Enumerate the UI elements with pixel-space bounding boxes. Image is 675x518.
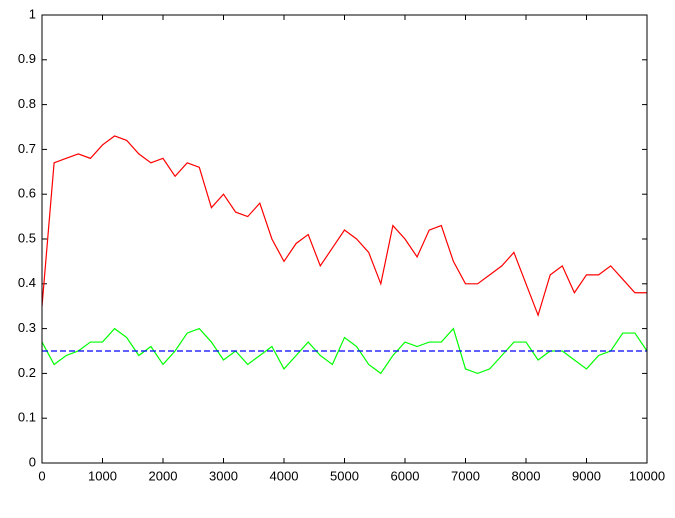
y-tick-label: 0.8 [18,96,36,111]
x-tick-label: 2000 [149,468,178,483]
y-tick-label: 0.9 [18,51,36,66]
x-tick-label: 1000 [88,468,117,483]
axes-box [41,14,648,464]
x-tick-label: 6000 [391,468,420,483]
x-tick-label: 7000 [451,468,480,483]
x-tick-label: 0 [38,468,45,483]
x-tick-label: 10000 [629,468,665,483]
y-tick-label: 0 [29,454,36,469]
series-line [41,135,647,318]
y-tick-label: 0.5 [18,230,36,245]
y-tick-label: 0.1 [18,410,36,425]
y-tick-label: 0.3 [18,320,36,335]
y-tick-label: 0.6 [18,186,36,201]
x-tick-label: 5000 [330,468,359,483]
y-tick-label: 0.2 [18,365,36,380]
x-tick-label: 4000 [270,468,299,483]
y-tick-label: 0.4 [18,275,36,290]
x-tick-label: 9000 [572,468,601,483]
x-tick-label: 8000 [512,468,541,483]
plot-area [42,15,647,463]
y-tick-label: 1 [29,6,36,21]
series-line [41,327,648,375]
x-tick-label: 3000 [209,468,238,483]
y-tick-label: 0.7 [18,141,36,156]
